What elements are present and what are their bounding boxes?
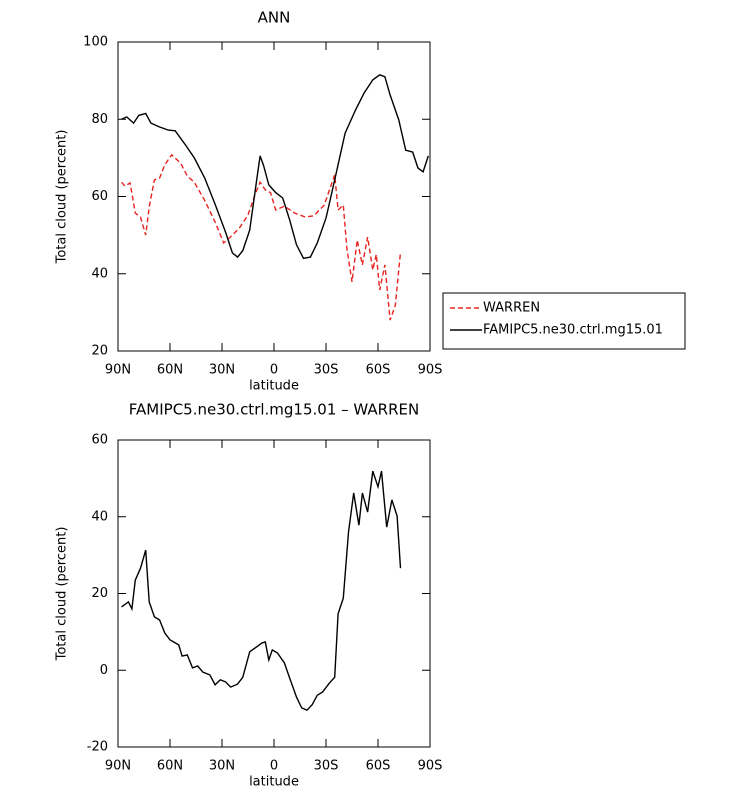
x-tick-label: 90S <box>418 363 443 378</box>
x-tick-label: 0 <box>270 759 278 774</box>
x-axis-label: latitude <box>249 379 299 394</box>
y-tick-label: -20 <box>87 740 108 755</box>
legend: WARREN FAMIPC5.ne30.ctrl.mg15.01 <box>442 292 686 350</box>
y-tick-label: 80 <box>91 112 108 127</box>
x-tick-label: 90S <box>418 759 443 774</box>
x-tick-label: 30N <box>209 363 235 378</box>
y-tick-label: 0 <box>100 663 108 678</box>
x-tick-label: 30S <box>314 759 339 774</box>
x-tick-label: 60N <box>157 363 183 378</box>
y-tick-label: 40 <box>91 266 108 281</box>
data-line <box>120 153 402 321</box>
x-tick-label: 60N <box>157 759 183 774</box>
data-line <box>121 74 429 260</box>
data-line <box>121 470 402 712</box>
y-tick-label: 100 <box>83 35 108 50</box>
y-tick-label: 20 <box>91 344 108 359</box>
x-tick-label: 90N <box>105 363 131 378</box>
y-tick-label: 40 <box>91 509 108 524</box>
x-tick-label: 30S <box>314 363 339 378</box>
x-tick-label: 60S <box>366 363 391 378</box>
x-tick-label: 0 <box>270 363 278 378</box>
x-tick-label: 60S <box>366 759 391 774</box>
y-axis-label: Total cloud (percent) <box>55 527 70 662</box>
legend-box <box>442 292 686 350</box>
plot-frame <box>117 41 431 352</box>
y-tick-label: 60 <box>91 189 108 204</box>
y-tick-label: 60 <box>91 433 108 448</box>
x-tick-label: 90N <box>105 759 131 774</box>
x-tick-label: 30N <box>209 759 235 774</box>
chart-title: ANN <box>258 9 291 27</box>
legend-label: WARREN <box>483 301 540 316</box>
legend-label: FAMIPC5.ne30.ctrl.mg15.01 <box>483 323 663 338</box>
y-tick-label: 20 <box>91 586 108 601</box>
y-axis-label: Total cloud (percent) <box>55 130 70 265</box>
x-axis-label: latitude <box>249 775 299 790</box>
chart-title: FAMIPC5.ne30.ctrl.mg15.01 – WARREN <box>129 401 419 419</box>
